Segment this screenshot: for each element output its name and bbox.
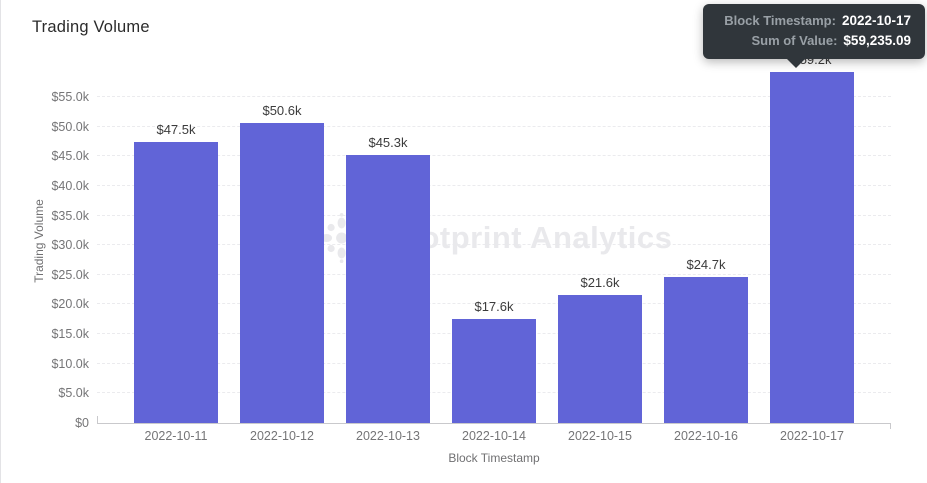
- x-axis-title: Block Timestamp: [448, 451, 540, 465]
- gridline: [97, 96, 891, 98]
- gridline: [97, 184, 891, 186]
- tooltip-label: Sum of Value:: [751, 33, 838, 48]
- y-axis: $0 $5.0k $10.0k $15.0k $20.0k $25.0k $30.0k $35…: [1, 60, 89, 430]
- bar-2022-10-13[interactable]: [346, 154, 430, 423]
- tooltip-value: 2022-10-17: [841, 13, 911, 28]
- gridline: [97, 214, 891, 216]
- bar-value-label: $17.6k: [474, 298, 514, 314]
- gridline: [97, 273, 891, 275]
- y-tick-label: $25.0k: [51, 267, 89, 282]
- x-axis: 2022-10-11 2022-10-12 2022-10-13 2022-10-14…: [97, 428, 891, 446]
- y-tick-label: $55.0k: [51, 90, 89, 105]
- x-tick-label: 2022-10-16: [674, 429, 738, 443]
- gridline: [97, 303, 891, 305]
- bar-2022-10-16[interactable]: [664, 276, 748, 423]
- x-tick-label: 2022-10-13: [356, 429, 420, 443]
- bar-value-label: $45.3k: [368, 134, 408, 150]
- x-tick-label: 2022-10-17: [780, 429, 844, 443]
- bar-value-label: $47.5k: [156, 121, 196, 137]
- bar-2022-10-15[interactable]: [558, 295, 642, 423]
- chart-title: Trading Volume: [32, 18, 150, 36]
- bar-2022-10-17[interactable]: [770, 71, 854, 423]
- x-tick-label: 2022-10-15: [568, 429, 632, 443]
- x-tick-label: 2022-10-12: [250, 429, 314, 443]
- y-tick-label: $45.0k: [51, 149, 89, 164]
- y-tick-label: $30.0k: [51, 238, 89, 253]
- tooltip-value: $59,235.09: [843, 33, 911, 48]
- bar-2022-10-12[interactable]: [240, 123, 324, 423]
- y-tick-label: $5.0k: [58, 386, 89, 401]
- bar-value-label: $50.6k: [262, 103, 302, 119]
- x-tick-label: 2022-10-14: [462, 429, 526, 443]
- gridline: [97, 244, 891, 246]
- tooltip-row: Block Timestamp: 2022-10-17: [719, 11, 911, 31]
- bar-value-label: $24.7k: [686, 256, 726, 272]
- gridline: [97, 155, 891, 157]
- chart-tooltip: Block Timestamp: 2022-10-17 Sum of Value…: [703, 4, 925, 68]
- gridline: [97, 125, 891, 127]
- y-tick-label: $10.0k: [51, 356, 89, 371]
- bar-2022-10-14[interactable]: [452, 318, 536, 423]
- y-tick-label: $20.0k: [51, 297, 89, 312]
- bar-2022-10-11[interactable]: [134, 141, 218, 423]
- tooltip-arrow: [787, 59, 805, 68]
- bar-value-label: $21.6k: [580, 275, 620, 290]
- y-tick-label: $15.0k: [51, 327, 89, 342]
- tooltip-label: Block Timestamp:: [724, 13, 836, 28]
- tooltip-row: Sum of Value: $59,235.09: [719, 31, 911, 51]
- y-tick-label: $40.0k: [51, 178, 89, 193]
- plot-area: Footprint Analytics $47.5k $50.6k $45.3k $1…: [97, 52, 891, 429]
- y-tick-label: $35.0k: [51, 208, 89, 223]
- y-tick-label: $0: [75, 416, 89, 430]
- x-tick-label: 2022-10-11: [144, 429, 208, 443]
- y-tick-label: $50.0k: [51, 119, 89, 134]
